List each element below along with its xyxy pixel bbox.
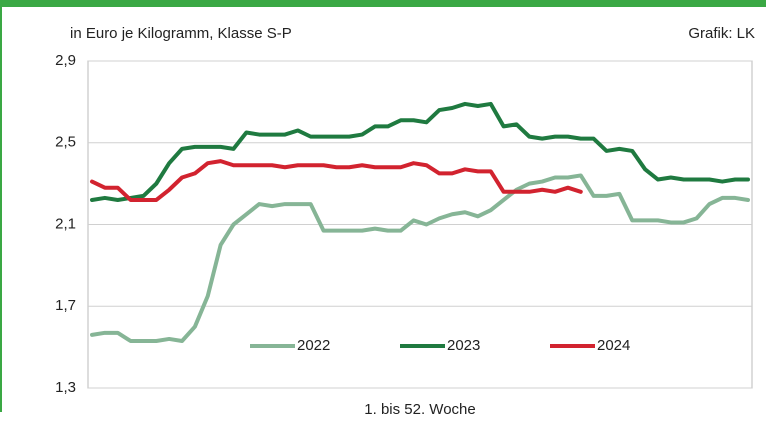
x-axis-label: 1. bis 52. Woche bbox=[364, 401, 475, 418]
y-tick-label: 2,1 bbox=[55, 215, 76, 232]
y-tick-label: 2,9 bbox=[55, 52, 76, 69]
top-border bbox=[0, 0, 766, 7]
legend-label: 2024 bbox=[597, 337, 630, 354]
legend-label: 2023 bbox=[447, 337, 480, 354]
line-series bbox=[90, 159, 583, 202]
left-border bbox=[0, 0, 2, 412]
y-tick-label: 1,3 bbox=[55, 379, 76, 396]
line-series bbox=[90, 101, 750, 202]
line-series bbox=[90, 173, 750, 343]
annotation: Grafik: LK bbox=[688, 25, 755, 42]
legend-label: 2022 bbox=[297, 337, 330, 354]
y-tick-label: 2,5 bbox=[55, 134, 76, 151]
y-tick-label: 1,7 bbox=[55, 297, 76, 314]
subtitle: in Euro je Kilogramm, Klasse S-P bbox=[70, 25, 292, 42]
